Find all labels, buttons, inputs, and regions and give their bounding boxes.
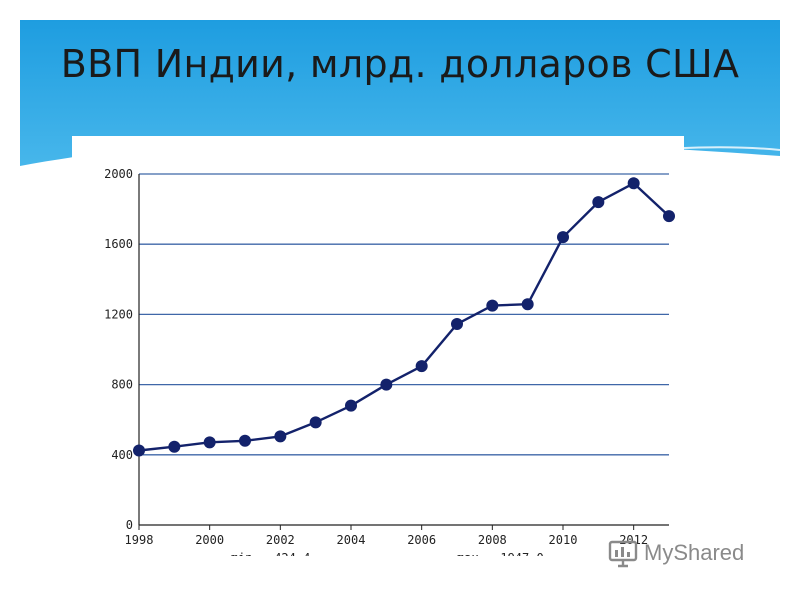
data-point (451, 318, 463, 331)
data-point (486, 299, 499, 312)
y-tick-label: 0 (126, 518, 133, 532)
gdp-line-chart: 0 400 800 1200 1600 2000 1998 2000 2002 2004 2006 2… (104, 167, 675, 556)
data-point (557, 231, 569, 244)
x-tick-label: 2006 (407, 533, 436, 547)
y-tick-label: 800 (111, 378, 133, 392)
watermark-text: MyShared (644, 540, 745, 565)
min-label: min = 424.4 (231, 551, 310, 556)
x-tick-label: 2012 (619, 533, 648, 547)
data-point (345, 399, 357, 412)
data-point (521, 298, 534, 311)
data-point (309, 416, 322, 429)
y-tick-label: 1600 (104, 237, 133, 251)
data-point (380, 378, 393, 391)
slide: ВВП Индии, млрд. долларов США 0 400 800 120… (20, 20, 780, 600)
watermark: MyShared (608, 538, 744, 568)
y-tick-label: 2000 (104, 167, 133, 181)
x-tick-label: 2000 (195, 533, 224, 547)
x-tick-label: 1998 (125, 533, 154, 547)
data-point (663, 210, 675, 223)
slide-title: ВВП Индии, млрд. долларов США (60, 42, 740, 86)
presentation-logo-icon (608, 540, 638, 568)
data-point (592, 196, 605, 209)
data-point (239, 434, 251, 447)
y-tick-label: 400 (111, 448, 133, 462)
data-point (168, 440, 181, 453)
max-label: max = 1947.0 (457, 551, 544, 556)
x-tick-label: 2010 (549, 533, 578, 547)
chart-panel: 0 400 800 1200 1600 2000 1998 2000 2002 2004 2006 2… (72, 136, 684, 600)
series-line (138, 182, 670, 452)
data-point (203, 436, 216, 449)
x-tick-label: 2002 (266, 533, 295, 547)
data-point (274, 430, 287, 443)
x-tick-label: 2008 (478, 533, 507, 547)
data-point (133, 444, 145, 457)
x-tick-label: 2004 (337, 533, 366, 547)
data-point (627, 177, 640, 190)
y-tick-label: 1200 (104, 307, 133, 321)
data-point (415, 360, 428, 373)
